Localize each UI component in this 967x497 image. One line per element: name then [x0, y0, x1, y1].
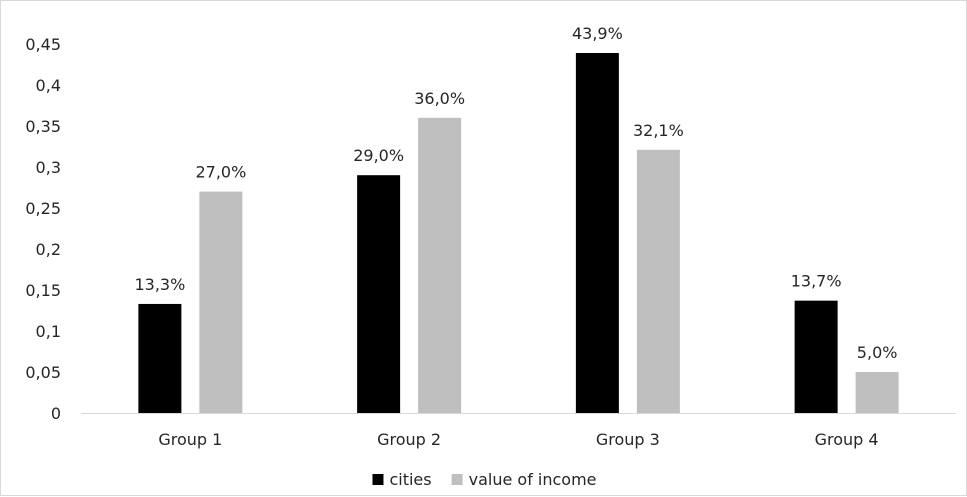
bar-cities-group-4 — [794, 300, 838, 413]
bar-cities-group-1 — [138, 303, 182, 413]
y-tick-label: 0,35 — [25, 117, 61, 136]
data-label: 32,1% — [633, 121, 684, 140]
data-label: 36,0% — [414, 89, 465, 108]
legend: cities value of income — [372, 470, 597, 489]
y-tick-label: 0,1 — [36, 322, 61, 341]
data-label: 29,0% — [353, 146, 404, 165]
bars — [138, 53, 899, 414]
legend-swatch — [451, 474, 463, 485]
x-tick-label: Group 4 — [815, 430, 879, 449]
x-axis-labels: Group 1 Group 2 Group 3 Group 4 — [158, 430, 878, 449]
x-tick-label: Group 1 — [158, 430, 222, 449]
y-tick-label: 0 — [51, 404, 61, 423]
y-tick-label: 0,25 — [25, 199, 61, 218]
y-tick-label: 0,3 — [36, 158, 61, 177]
data-label: 27,0% — [195, 163, 246, 182]
data-label: 13,7% — [791, 272, 842, 291]
bar-value-of-income-group-4 — [855, 372, 899, 413]
legend-swatch — [372, 474, 384, 485]
x-tick-label: Group 3 — [596, 430, 660, 449]
bar-cities-group-3 — [575, 53, 619, 414]
data-label: 43,9% — [572, 24, 623, 43]
data-label: 13,3% — [134, 275, 185, 294]
legend-label: value of income — [469, 470, 597, 489]
y-tick-label: 0,45 — [25, 35, 61, 54]
y-tick-label: 0,2 — [36, 240, 61, 259]
x-tick-label: Group 2 — [377, 430, 441, 449]
bar-value-of-income-group-2 — [418, 117, 462, 414]
bar-value-of-income-group-3 — [636, 149, 680, 413]
bar-cities-group-2 — [357, 175, 401, 413]
data-labels: 13,3% 27,0% 29,0% 36,0% 43,9% 32,1% 13,7% 5,0% — [134, 24, 897, 362]
y-tick-label: 0,4 — [36, 76, 61, 95]
legend-label: cities — [389, 470, 431, 489]
y-tick-label: 0,15 — [25, 281, 61, 300]
y-axis-ticks: 0 0,05 0,1 0,15 0,2 0,25 0,3 0,35 0,4 0,45 — [25, 35, 61, 423]
y-tick-label: 0,05 — [25, 363, 61, 382]
bar-value-of-income-group-1 — [199, 191, 243, 413]
data-label: 5,0% — [857, 343, 898, 362]
